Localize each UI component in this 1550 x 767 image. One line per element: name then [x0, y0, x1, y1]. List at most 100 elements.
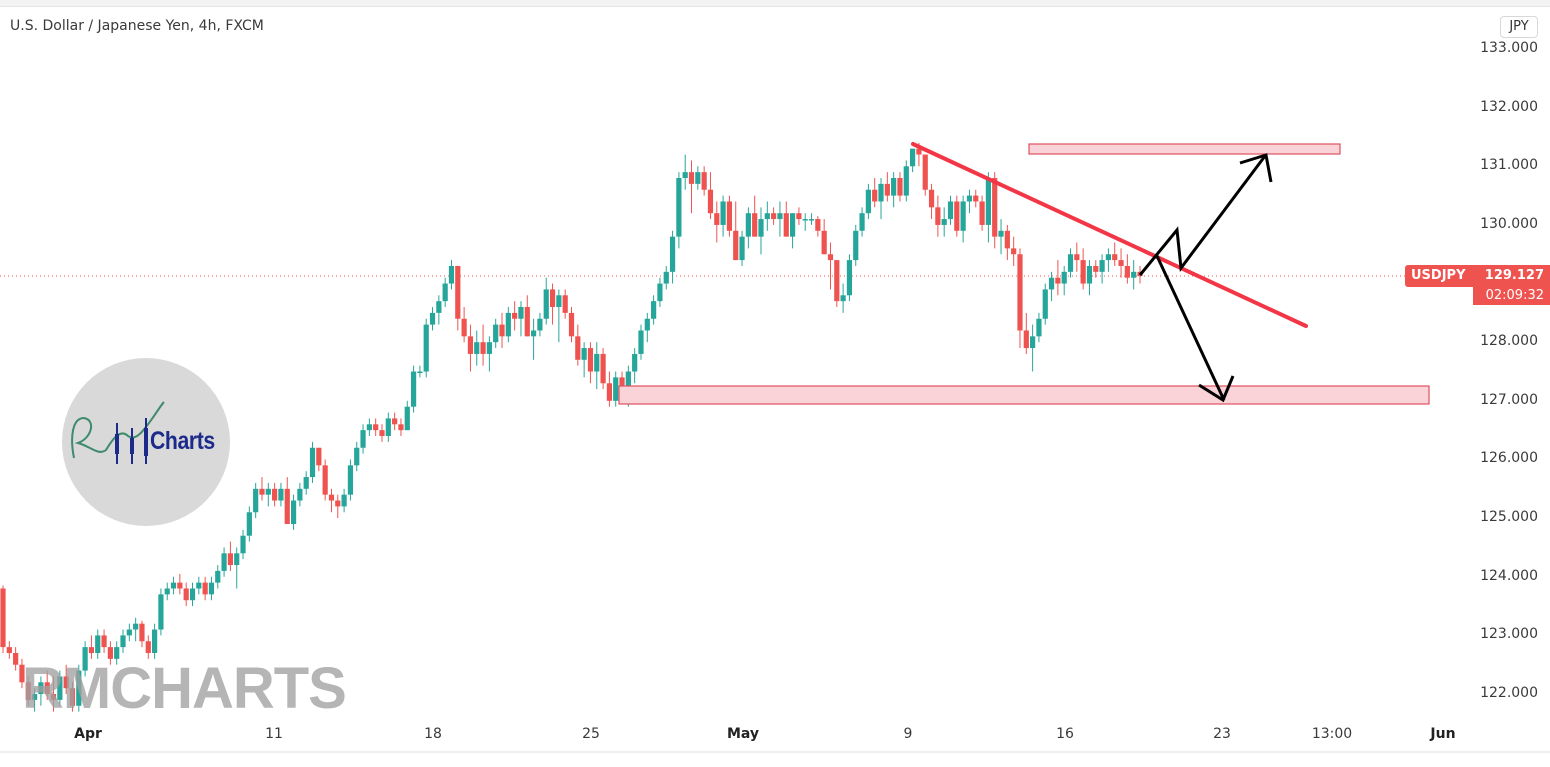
- price-tick: 130.000: [1480, 215, 1538, 232]
- bullish-candle: [1042, 289, 1048, 319]
- bullish-candle: [1105, 254, 1112, 261]
- price-tick: 122.000: [1480, 685, 1538, 702]
- descending-trendline[interactable]: [911, 142, 1308, 328]
- bearish-candle: [145, 641, 151, 653]
- bullish-candle: [354, 447, 360, 466]
- bullish-candle: [594, 353, 600, 372]
- bullish-candle: [170, 582, 177, 589]
- bearish-candle: [63, 676, 69, 689]
- bullish-candle: [695, 172, 701, 184]
- bullish-candle: [208, 582, 215, 595]
- bullish-candle: [436, 301, 442, 313]
- bullish-candle: [676, 178, 682, 237]
- bullish-candle: [1099, 260, 1105, 272]
- bearish-candle: [783, 213, 789, 237]
- bearish-candle: [284, 488, 290, 524]
- time-tick: Apr: [74, 726, 102, 742]
- bearish-candle: [935, 207, 941, 225]
- bullish-candle: [417, 371, 423, 374]
- bullish-candle: [1061, 271, 1067, 284]
- bearish-candle: [1023, 330, 1029, 349]
- bullish-candle: [644, 318, 650, 331]
- bearish-candle: [701, 172, 707, 190]
- bullish-candle: [341, 494, 347, 507]
- bearish-candle: [606, 383, 612, 401]
- bearish-candle: [954, 201, 960, 231]
- bullish-candle: [114, 647, 120, 659]
- bullish-candle: [240, 535, 246, 554]
- bearish-candle: [562, 295, 568, 313]
- bullish-candle: [531, 330, 537, 337]
- bullish-candle: [158, 594, 164, 630]
- bullish-candle: [998, 230, 1004, 237]
- bearish-candle: [771, 213, 777, 220]
- bullish-candle: [960, 201, 966, 231]
- bearish-scenario-arrow[interactable]: [1155, 255, 1226, 401]
- bearish-candle: [1074, 254, 1080, 261]
- price-tick: 123.000: [1480, 626, 1538, 643]
- bullish-candle: [474, 342, 480, 354]
- bearish-candle: [455, 265, 461, 319]
- time-tick: 11: [265, 726, 283, 742]
- bullish-candle: [290, 500, 297, 524]
- price-tick: 128.000: [1480, 333, 1538, 350]
- bearish-candle: [973, 195, 979, 202]
- bearish-candle: [575, 336, 581, 360]
- bearish-candle: [373, 424, 379, 431]
- bearish-candle: [69, 688, 76, 706]
- bullish-candle: [196, 582, 202, 589]
- bullish-candle: [95, 635, 101, 653]
- bearish-candle: [183, 588, 189, 601]
- support-zone[interactable]: [618, 385, 1430, 405]
- bearish-candle: [272, 488, 278, 501]
- bullish-candle: [120, 635, 126, 648]
- logo-signature-icon: [71, 401, 165, 464]
- bearish-candle: [821, 230, 827, 255]
- rm-charts-logo: [62, 358, 230, 526]
- bullish-candle: [581, 348, 587, 360]
- bullish-candle: [556, 295, 562, 308]
- bearish-candle: [916, 148, 922, 155]
- bullish-candle: [1030, 336, 1036, 349]
- bullish-candle: [486, 342, 492, 354]
- price-tick: 133.000: [1480, 40, 1538, 56]
- price-tick: 124.000: [1480, 567, 1538, 584]
- bullish-scenario-arrow[interactable]: [1138, 155, 1267, 276]
- bearish-candle: [1017, 254, 1023, 331]
- bearish-candle: [688, 172, 695, 184]
- bearish-candle: [884, 183, 890, 196]
- bullish-candle: [1131, 271, 1137, 278]
- price-tick: 127.000: [1480, 391, 1538, 408]
- bullish-candle: [38, 682, 44, 695]
- bearish-candle: [834, 260, 840, 302]
- time-tick: 18: [424, 726, 442, 742]
- time-axis-border: [0, 751, 1550, 767]
- bullish-candle: [303, 477, 309, 489]
- bullish-candle: [669, 236, 676, 272]
- bearish-candle: [524, 307, 530, 337]
- bullish-candle: [808, 219, 815, 221]
- bearish-candle: [50, 694, 57, 700]
- currency-badge[interactable]: JPY: [1500, 16, 1538, 38]
- bearish-candle: [335, 500, 341, 507]
- bearish-candle: [44, 682, 50, 695]
- bearish-candle: [316, 447, 322, 466]
- bearish-candle: [480, 342, 486, 354]
- last-price-value: 129.127: [1484, 268, 1544, 283]
- top-toolbar-strip: [0, 0, 1550, 7]
- bullish-candle: [253, 488, 259, 513]
- bullish-candle: [76, 670, 82, 706]
- bearish-candle: [714, 213, 720, 225]
- bullish-candle: [878, 183, 884, 202]
- bearish-candle: [6, 647, 12, 653]
- bullish-candle: [347, 465, 354, 495]
- bullish-candle: [720, 201, 726, 225]
- time-tick: Jun: [1430, 726, 1456, 742]
- bullish-candle: [152, 629, 158, 653]
- bullish-candle: [1067, 254, 1074, 272]
- resistance-zone[interactable]: [1028, 143, 1341, 155]
- bearish-candle: [101, 635, 107, 648]
- bullish-candle: [404, 406, 410, 431]
- bearish-candle: [1080, 260, 1086, 284]
